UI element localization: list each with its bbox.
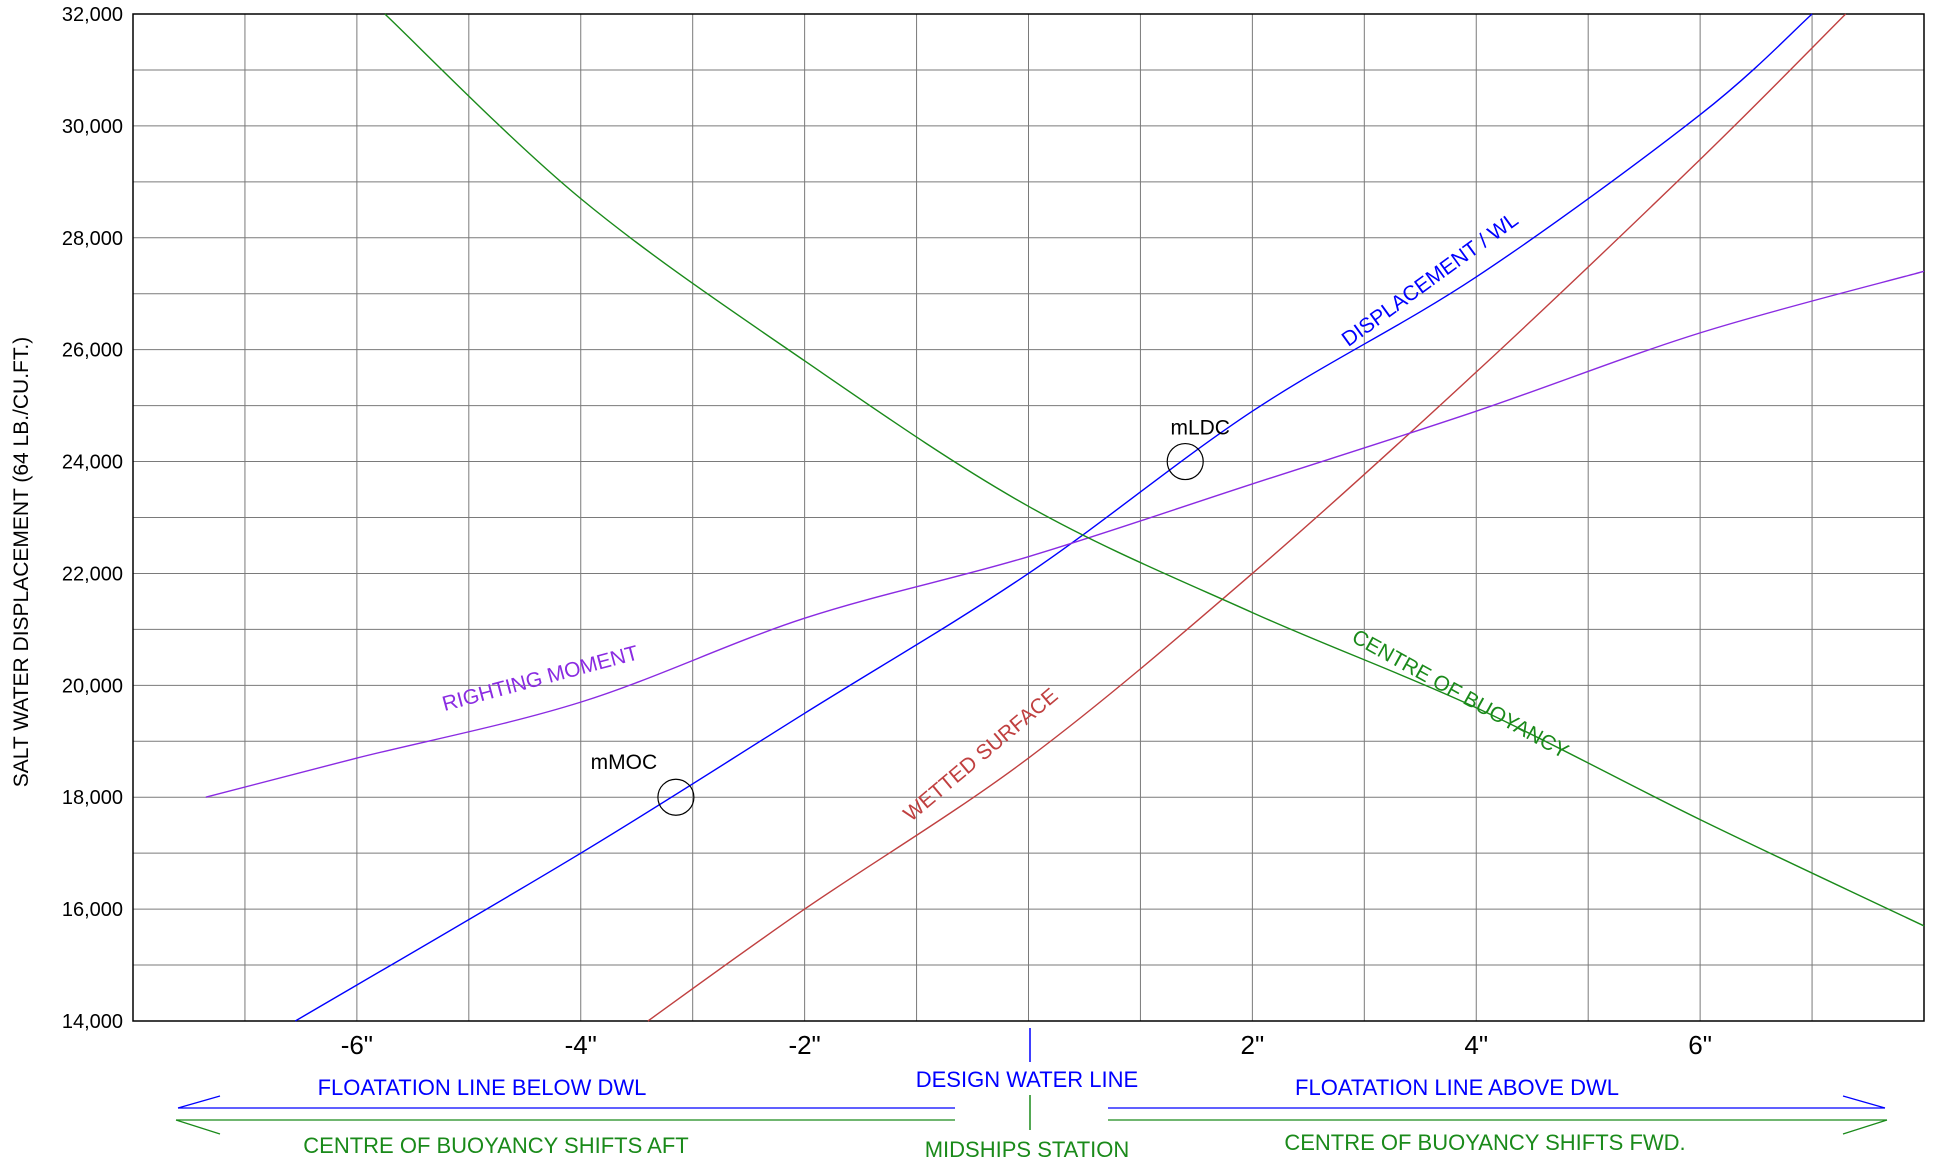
marker-circle-1 xyxy=(1166,442,1204,481)
cob-arrow-head-left xyxy=(175,1119,221,1135)
dwl-right-text: FLOATATION LINE ABOVE DWL xyxy=(1295,1075,1619,1100)
x-tick-label: 6" xyxy=(1688,1030,1712,1060)
series-label-centre-of-buoyancy: CENTRE OF BUOYANCY xyxy=(1348,625,1572,763)
series-line-1 xyxy=(647,13,1847,1022)
y-tick-label: 16,000 xyxy=(62,899,123,921)
x-tick-label: 4" xyxy=(1464,1030,1488,1060)
y-tick-label: 32,000 xyxy=(62,4,123,26)
series-label-displacement: DISPLACEMENT / WL xyxy=(1338,208,1523,351)
y-tick-label: 28,000 xyxy=(62,228,123,250)
series-line-0 xyxy=(294,13,1813,1022)
plot-frame xyxy=(132,13,1925,1022)
x-tick-label: -2" xyxy=(788,1030,820,1060)
y-tick-label: 22,000 xyxy=(62,563,123,585)
dwl-arrow-head-left xyxy=(177,1095,221,1109)
bottom-legend: FLOATATION LINE BELOW DWL DESIGN WATER L… xyxy=(175,1028,1888,1159)
cob-arrow-head-right xyxy=(1842,1119,1888,1135)
series-line-2 xyxy=(205,270,1925,798)
y-tick-label: 30,000 xyxy=(62,116,123,138)
x-tick-label: -4" xyxy=(565,1030,597,1060)
x-tick-label: 2" xyxy=(1241,1030,1265,1060)
dwl-arrow-head-right xyxy=(1842,1095,1886,1109)
cob-right-text: CENTRE OF BUOYANCY SHIFTS FWD. xyxy=(1284,1130,1685,1155)
series-label-righting-moment: RIGHTING MOMENT xyxy=(440,641,641,715)
series-lines xyxy=(205,13,1925,1022)
dwl-left-text: FLOATATION LINE BELOW DWL xyxy=(318,1075,647,1100)
cob-left-text: CENTRE OF BUOYANCY SHIFTS AFT xyxy=(303,1133,688,1158)
series-line-3 xyxy=(384,13,1925,927)
y-tick-label: 18,000 xyxy=(62,787,123,809)
dwl-center-text: DESIGN WATER LINE xyxy=(916,1067,1138,1092)
cob-center-text: MIDSHIPS STATION xyxy=(925,1137,1130,1159)
marker-label-mldc: mLDC xyxy=(1170,417,1230,440)
axes: 14,000 16,000 18,000 20,000 22,000 24,000 26,0… xyxy=(62,4,1712,1060)
markers xyxy=(657,442,1204,816)
y-axis-label: SALT WATER DISPLACEMENT (64 LB./CU.FT.) xyxy=(10,337,33,787)
x-tick-label: -6" xyxy=(341,1030,373,1060)
marker-circle-0 xyxy=(657,778,695,816)
y-tick-label: 24,000 xyxy=(62,452,123,474)
y-tick-label: 26,000 xyxy=(62,340,123,362)
y-tick-label: 20,000 xyxy=(62,675,123,697)
series-label-wetted-surface: WETTED SURFACE xyxy=(899,684,1062,826)
y-tick-label: 14,000 xyxy=(62,1011,123,1033)
grid xyxy=(132,13,1925,1022)
marker-label-mmoc: mMOC xyxy=(591,751,658,774)
